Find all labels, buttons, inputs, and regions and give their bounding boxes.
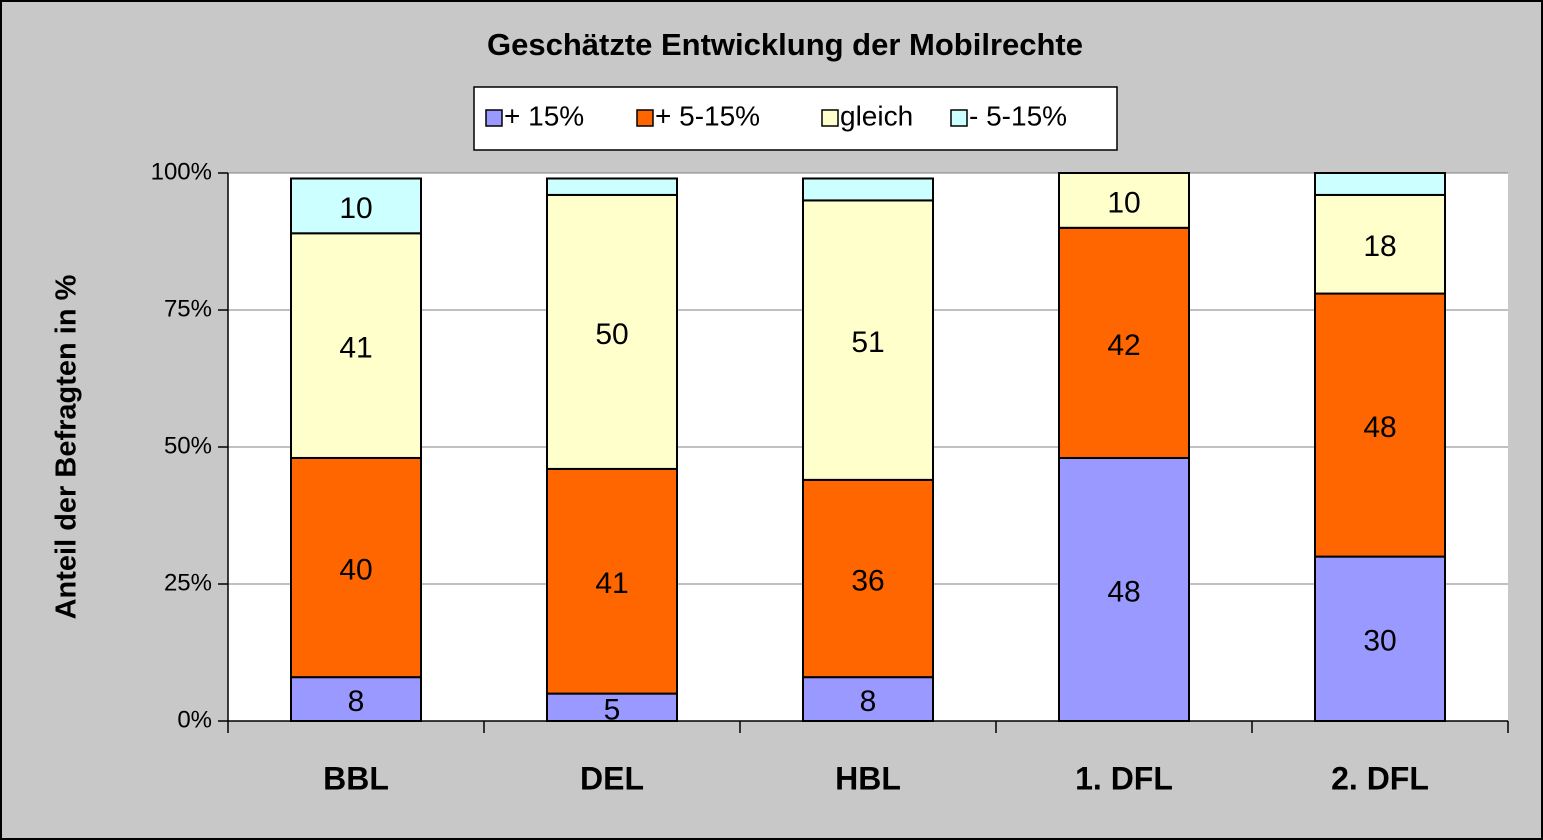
bar-segment — [1058, 226, 1190, 459]
y-tick-label: 0% — [177, 706, 212, 733]
bar-segment — [546, 692, 678, 722]
legend-label: + 5-15% — [655, 100, 760, 131]
data-label: 18 — [1363, 230, 1396, 263]
y-axis-label: Anteil der Befragten in % — [51, 274, 83, 619]
data-label: 50 — [595, 318, 628, 351]
data-label: 41 — [595, 567, 628, 600]
data-label: 10 — [339, 192, 372, 225]
y-tick-label: 25% — [164, 569, 212, 596]
bar-segment — [1314, 193, 1446, 295]
data-label: 8 — [860, 685, 877, 718]
bar-segment — [1314, 292, 1446, 558]
data-label: 40 — [339, 553, 372, 586]
data-label: 48 — [1107, 575, 1140, 608]
x-tick-label: 2. DFL — [1331, 760, 1429, 796]
data-label: 42 — [1107, 329, 1140, 362]
x-tick-label: HBL — [835, 760, 901, 796]
bar-segment — [802, 676, 934, 722]
y-tick-label: 50% — [164, 432, 212, 459]
data-label: 48 — [1363, 411, 1396, 444]
bar-segment — [1314, 172, 1446, 196]
data-label: 5 — [604, 694, 621, 727]
bar-segment — [1058, 172, 1190, 229]
data-label: 8 — [348, 685, 365, 718]
legend-label: + 15% — [504, 100, 584, 131]
x-tick-label: 1. DFL — [1075, 760, 1173, 796]
bar-segment — [290, 232, 422, 459]
data-label: 36 — [851, 564, 884, 597]
legend-swatch — [950, 109, 968, 127]
bar-segment — [1314, 555, 1446, 722]
y-tick-label: 100% — [151, 158, 212, 185]
data-label: 10 — [1107, 186, 1140, 219]
y-tick-label: 75% — [164, 295, 212, 322]
bar-segment — [290, 177, 422, 235]
legend-swatch — [485, 109, 503, 127]
chart-title: Geschätzte Entwicklung der Mobilrechte — [487, 27, 1083, 62]
legend-swatch — [821, 109, 839, 127]
bar-segment — [546, 467, 678, 695]
bar-segment — [546, 177, 678, 196]
bar-segment — [802, 177, 934, 202]
legend — [473, 86, 1118, 151]
legend-label: - 5-15% — [969, 100, 1067, 131]
legend-label: gleich — [840, 100, 913, 131]
bar-segment — [546, 193, 678, 470]
x-tick-label: DEL — [580, 760, 644, 796]
x-tick-label: BBL — [323, 760, 389, 796]
data-label: 51 — [851, 326, 884, 359]
data-label: 30 — [1363, 625, 1396, 658]
data-label: 41 — [339, 332, 372, 365]
legend-swatch — [636, 109, 654, 127]
bar-segment — [802, 199, 934, 481]
